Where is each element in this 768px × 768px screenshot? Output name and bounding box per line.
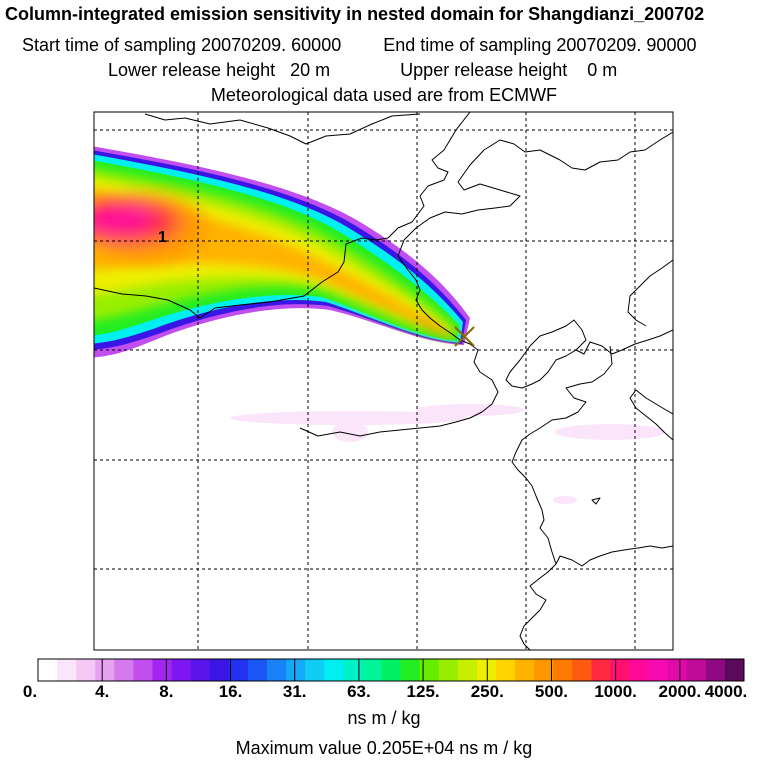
- coastline: [299, 427, 381, 437]
- colorbar-tick-label: 4.: [95, 682, 110, 701]
- colorbar-cell: [553, 659, 573, 681]
- colorbar-cell: [95, 659, 115, 681]
- colorbar-tick-label: 125.: [406, 682, 440, 701]
- colorbar-cell: [572, 659, 592, 681]
- colorbar-units: ns m / kg: [347, 708, 421, 728]
- colorbar-cell: [381, 659, 402, 681]
- colorbar-tick-label: 4000.: [704, 682, 748, 701]
- coastline-peninsula: [505, 319, 587, 389]
- country-border: [144, 113, 421, 145]
- receptor-marker: [454, 326, 475, 347]
- met-data-label: Meteorological data used are from ECMWF: [210, 85, 558, 105]
- colorbar-cell: [190, 659, 211, 681]
- coastline: [629, 389, 673, 441]
- coastline: [635, 389, 673, 415]
- colorbar-cell: [610, 659, 631, 681]
- colorbar-cell: [648, 659, 669, 681]
- colorbar-cell: [686, 659, 707, 681]
- colorbar-tick-label: 250.: [470, 682, 504, 701]
- faint-patch: [553, 496, 577, 504]
- colorbar-frame: [37, 658, 745, 682]
- colorbar-cell: [362, 659, 382, 681]
- colorbar-cell: [705, 659, 726, 681]
- colorbar-cell: [419, 659, 440, 681]
- max-value-label: Maximum value 0.205E+04 ns m / kg: [235, 738, 533, 758]
- colorbar-cell: [457, 659, 478, 681]
- faint-patch: [230, 411, 470, 425]
- start-time-label: Start time of sampling 20070209. 60000: [22, 35, 342, 55]
- colorbar-cell: [667, 659, 688, 681]
- plume-core: [94, 196, 205, 260]
- colorbar-cell: [438, 659, 459, 681]
- colorbar-cell: [76, 659, 96, 681]
- colorbar: [38, 659, 745, 681]
- colorbar-cell: [228, 659, 249, 681]
- contour-label: 1: [158, 229, 167, 246]
- colorbar-cell: [629, 659, 650, 681]
- colorbar-cell: [171, 659, 192, 681]
- colorbar-cell: [591, 659, 611, 681]
- end-time-label: End time of sampling 20070209. 90000: [383, 35, 697, 55]
- colorbar-tick-label: 1000.: [594, 682, 637, 701]
- colorbar-cell: [266, 659, 287, 681]
- colorbar-tick-label: 31.: [282, 682, 307, 701]
- coastline: [575, 329, 673, 355]
- coastline: [559, 131, 673, 171]
- plume-layer: [94, 146, 665, 504]
- plume-core-magenta: [94, 202, 154, 234]
- map-frame: [93, 111, 674, 651]
- coastline: [403, 139, 561, 241]
- plot-title: Column-integrated emission sensitivity i…: [5, 4, 705, 24]
- coastline: [379, 239, 499, 433]
- colorbar-tick-label: 500.: [534, 682, 568, 701]
- colorbar-tick-label: 63.: [347, 682, 371, 701]
- colorbar-tick-label: 2000.: [658, 682, 702, 701]
- colorbar-cell: [343, 659, 363, 681]
- colorbar-cell: [209, 659, 230, 681]
- faint-patch: [555, 424, 665, 440]
- colorbar-cell: [400, 659, 421, 681]
- upper-release-label: Upper release height 0 m: [400, 60, 618, 80]
- province-border: [94, 112, 471, 319]
- colorbar-cell: [305, 659, 325, 681]
- coastline: [511, 345, 613, 650]
- coastline: [627, 259, 673, 327]
- faint-patch: [415, 404, 525, 416]
- sampling-times: Start time of sampling 20070209. 60000 E…: [22, 34, 696, 56]
- colorbar-cell: [133, 659, 153, 681]
- colorbar-cell: [724, 659, 745, 681]
- lower-release-label: Lower release height 20 m: [108, 60, 331, 80]
- colorbar-cell: [114, 659, 134, 681]
- release-heights: Lower release height 20 m Upper release …: [108, 59, 617, 81]
- coastline: [555, 545, 673, 567]
- faint-patch: [332, 422, 368, 442]
- colorbar-tick-label: 8.: [159, 682, 174, 701]
- colorbar-cell: [324, 659, 344, 681]
- plume-tail-orange: [416, 316, 458, 338]
- island: [591, 497, 601, 505]
- colorbar-tick-label: 16.: [218, 682, 243, 701]
- colorbar-cell: [247, 659, 268, 681]
- colorbar-cell: [152, 659, 173, 681]
- colorbar-cell: [495, 659, 516, 681]
- colorbar-cell: [476, 659, 497, 681]
- colorbar-tick-label: 0.: [22, 682, 38, 701]
- colorbar-cell: [57, 659, 77, 681]
- colorbar-cell: [534, 659, 554, 681]
- coastlines-borders: [94, 112, 673, 650]
- colorbar-cell: [515, 659, 535, 681]
- colorbar-cell: [286, 659, 306, 681]
- colorbar-cell: [38, 659, 58, 681]
